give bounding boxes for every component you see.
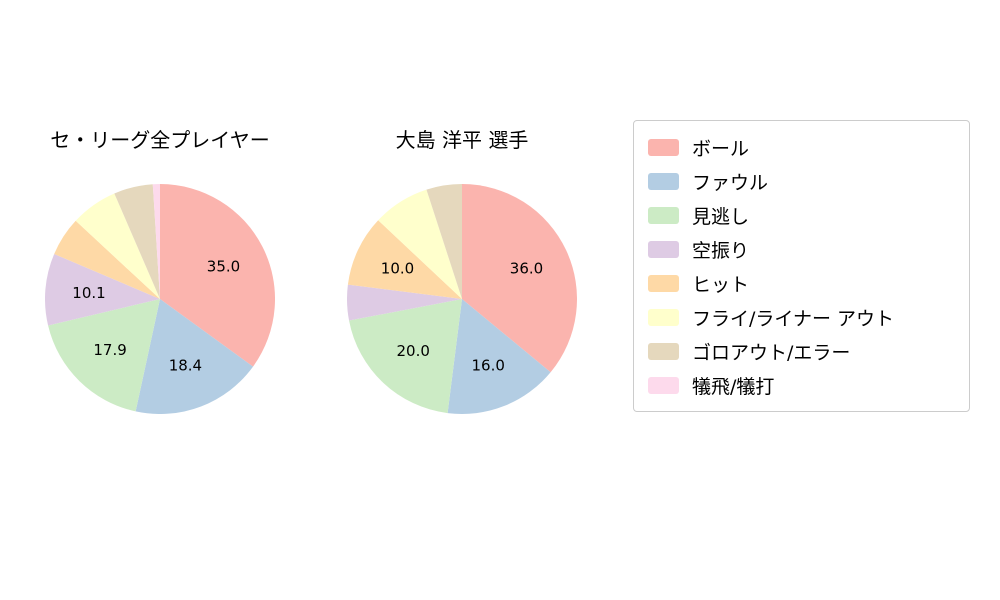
pie-slice-5 <box>75 193 160 299</box>
legend-swatch-icon <box>648 274 679 292</box>
pie-slice-3 <box>347 284 462 321</box>
legend-item-4: ヒット <box>648 266 969 300</box>
legend-swatch-icon <box>648 138 679 156</box>
pie-chart-player: 大島 洋平 選手 36.0 16.0 20.0 10.0 <box>347 126 577 414</box>
pie-slice-1 <box>135 299 254 414</box>
legend-swatch-icon <box>648 308 679 326</box>
legend-swatch-icon <box>648 342 679 360</box>
pie-value-label: 20.0 <box>396 342 429 360</box>
pie-slice-0 <box>462 184 577 373</box>
pie-chart-league: セ・リーグ全プレイヤー 35.0 18.4 17.9 10.1 <box>45 126 275 414</box>
legend-swatch-icon <box>648 376 679 394</box>
legend-label: ボール <box>692 137 750 160</box>
legend-item-1: ファウル <box>648 164 969 198</box>
pie-slice-7 <box>152 184 160 299</box>
legend-label: 見逃し <box>692 205 750 228</box>
chart-title-league: セ・リーグ全プレイヤー <box>50 128 270 152</box>
pie-slice-4 <box>54 220 160 299</box>
pie-slice-2 <box>48 299 161 412</box>
pie-value-label: 17.9 <box>93 341 126 359</box>
legend-swatch-icon <box>648 172 679 190</box>
pie-value-label: 18.4 <box>169 357 202 375</box>
pie-slice-6 <box>426 184 462 299</box>
legend-item-5: フライ/ライナー アウト <box>648 300 969 334</box>
pie-value-label: 10.1 <box>72 284 105 302</box>
pie-slice-2 <box>349 299 462 414</box>
legend-item-0: ボール <box>648 130 969 164</box>
pie-value-label: 36.0 <box>510 260 543 278</box>
legend-item-2: 見逃し <box>648 198 969 232</box>
legend-item-6: ゴロアウト/エラー <box>648 334 969 368</box>
chart-title-player: 大島 洋平 選手 <box>395 128 529 152</box>
pie-player-svg: 36.0 16.0 20.0 10.0 <box>347 184 577 414</box>
legend-label: 犠飛/犠打 <box>692 375 775 398</box>
pie-slice-4 <box>347 220 462 299</box>
legend-label: フライ/ライナー アウト <box>692 307 895 330</box>
pie-value-label: 35.0 <box>207 258 240 276</box>
legend-swatch-icon <box>648 206 679 224</box>
pie-value-label: 10.0 <box>381 260 414 278</box>
legend-label: 空振り <box>692 239 750 262</box>
legend-label: ヒット <box>692 273 750 296</box>
legend-label: ゴロアウト/エラー <box>692 341 851 364</box>
pie-slice-6 <box>114 184 160 299</box>
legend-swatch-icon <box>648 240 679 258</box>
pie-slice-5 <box>378 189 462 299</box>
legend-item-3: 空振り <box>648 232 969 266</box>
pie-slice-1 <box>447 299 551 414</box>
pie-value-label: 16.0 <box>471 356 504 374</box>
legend: ボールファウル見逃し空振りヒットフライ/ライナー アウト ゴロアウト/エラー 犠飛/… <box>633 120 970 412</box>
legend-item-7: 犠飛/犠打 <box>648 368 969 402</box>
legend-label: ファウル <box>692 171 769 194</box>
pie-league-svg: 35.0 18.4 17.9 10.1 <box>45 184 275 414</box>
pie-slice-3 <box>45 253 160 326</box>
pie-slice-0 <box>160 184 275 367</box>
